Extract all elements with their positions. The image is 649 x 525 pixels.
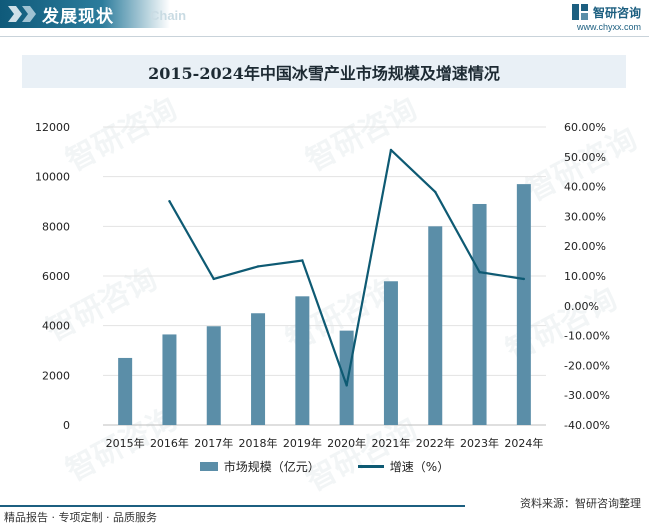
y-right-tick-label: 10.00%: [564, 270, 606, 283]
x-tick-label: 2015年: [106, 436, 145, 450]
line-point: [168, 200, 171, 203]
y-right-tick-label: 20.00%: [564, 240, 606, 253]
bar: [383, 281, 398, 425]
bar: [118, 357, 133, 425]
brand-name: 智研咨询: [592, 5, 641, 20]
y-left-tick-label: 6000: [42, 270, 70, 283]
y-left-tick-label: 8000: [42, 220, 70, 233]
x-tick-label: 2019年: [283, 436, 322, 450]
line-point: [478, 270, 481, 274]
legend-item-bar[interactable]: 市场规模（亿元）: [199, 458, 320, 475]
bar: [295, 296, 310, 425]
x-tick-label: 2020年: [327, 436, 366, 450]
y-right-tick-label: 0.00%: [564, 300, 599, 313]
line-point: [522, 277, 526, 281]
x-tick-label: 2023年: [460, 436, 499, 450]
y-left-tick-label: 10000: [35, 171, 70, 184]
section-title: 发展现状: [42, 7, 114, 27]
y-right-tick-label: 40.00%: [564, 181, 606, 194]
y-left-tick-label: 0: [63, 419, 70, 432]
y-left-tick-label: 12000: [35, 121, 70, 134]
header: 发展现状 Chain 智研咨询 www.chyxx.com: [0, 0, 649, 34]
brand-logo-icon: [571, 4, 588, 20]
y-left-tick-label: 4000: [42, 320, 70, 333]
y-right-tick-label: -40.00%: [564, 419, 610, 432]
line-point: [256, 265, 260, 268]
x-tick-label: 2021年: [371, 436, 410, 450]
section-subtitle: Chain: [150, 8, 187, 23]
legend: 市场规模（亿元） 增速（%）: [0, 458, 649, 475]
y-right-tick-label: 60.00%: [564, 121, 606, 134]
legend-item-line[interactable]: 增速（%）: [357, 458, 450, 475]
x-tick-label: 2022年: [416, 436, 455, 450]
y-right-tick-label: -10.00%: [564, 330, 610, 343]
brand[interactable]: 智研咨询 www.chyxx.com: [571, 3, 641, 32]
header-divider: [0, 36, 649, 37]
line-point: [212, 277, 215, 281]
line-point: [389, 148, 393, 152]
y-right-tick-label: 30.00%: [564, 210, 606, 223]
chart-title: 2015-2024年中国冰雪产业市场规模及增速情况: [148, 63, 500, 83]
bar: [162, 334, 177, 425]
bar: [251, 313, 266, 425]
y-right-tick-label: -20.00%: [564, 359, 610, 372]
footer-slogan: 精品报告 · 专项定制 · 品质服务: [4, 511, 157, 524]
legend-label-bar: 市场规模（亿元）: [223, 460, 320, 474]
line-point: [301, 259, 304, 262]
y-left-tick-label: 2000: [42, 369, 70, 382]
bar: [428, 226, 443, 425]
y-right-tick-label: -30.00%: [564, 389, 610, 402]
legend-swatch-line: [357, 465, 384, 468]
chart: 0 2000 4000 6000 8000 10000 12000 -40.00% -30.00…: [35, 121, 610, 450]
legend-swatch-bar: [199, 462, 218, 471]
x-tick-label: 2016年: [150, 436, 189, 450]
legend-label-line: 增速（%）: [389, 460, 450, 474]
bar: [339, 330, 354, 425]
brand-url[interactable]: www.chyxx.com: [576, 22, 641, 32]
chevron-right-icon: [22, 6, 36, 22]
footer-divider: [0, 505, 465, 507]
y-right-tick-label: 50.00%: [564, 151, 606, 164]
footer-source: 资料来源：智研咨询整理: [520, 497, 641, 510]
bar: [206, 326, 221, 425]
line-point: [434, 190, 437, 194]
line-point: [345, 384, 348, 387]
x-tick-label: 2024年: [504, 436, 543, 450]
x-tick-label: 2017年: [194, 436, 233, 450]
bar: [516, 184, 531, 425]
x-tick-label: 2018年: [239, 436, 278, 450]
bar: [472, 203, 487, 425]
chevron-right-icon: [8, 6, 22, 22]
chart-title-bar: 2015-2024年中国冰雪产业市场规模及增速情况: [22, 55, 626, 88]
